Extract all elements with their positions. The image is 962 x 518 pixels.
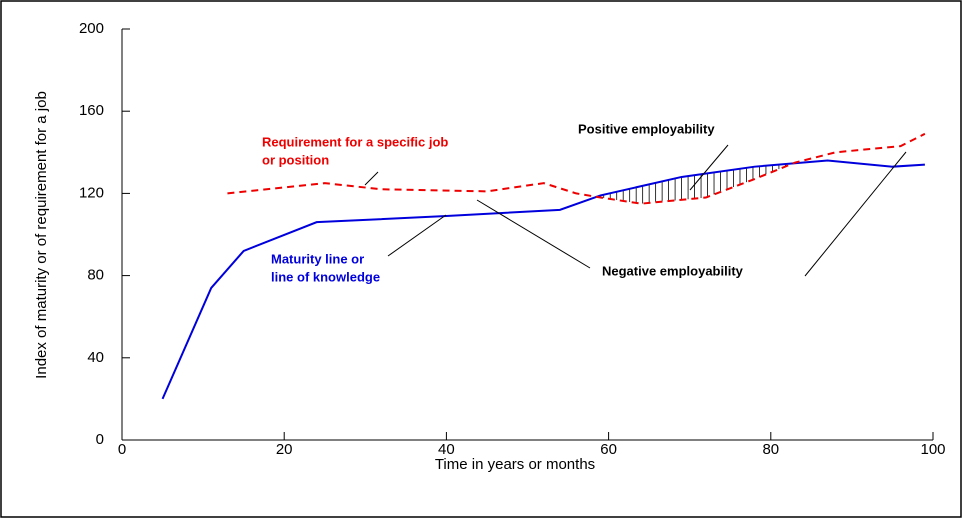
annotation: or position: [262, 152, 329, 167]
annotation: Requirement for a specific job: [262, 134, 448, 149]
x-tick-label: 80: [762, 441, 779, 458]
annotation-pointer: [387, 214, 447, 257]
y-tick-label: 160: [79, 102, 104, 119]
series-line: [161, 159, 925, 400]
x-tick-label: 40: [438, 441, 455, 458]
y-tick-label: 0: [96, 431, 104, 448]
y-tick-label: 120: [79, 184, 104, 201]
x-tick-label: 100: [920, 441, 945, 458]
annotation: Negative employability: [602, 263, 744, 278]
x-tick-label: 60: [600, 441, 617, 458]
annotation-pointer: [689, 144, 729, 191]
y-axis-label: Index of maturity or of requirement for …: [33, 91, 50, 379]
series-line: [227, 132, 926, 205]
annotation: line of knowledge: [271, 269, 380, 284]
y-tick-label: 80: [87, 267, 104, 284]
x-tick-label: 0: [118, 441, 126, 458]
x-tick-label: 20: [276, 441, 293, 458]
annotation: Maturity line or: [271, 251, 364, 266]
y-tick-label: 200: [79, 20, 104, 37]
annotation-pointer: [804, 151, 907, 277]
annotation-pointer: [476, 199, 591, 269]
y-tick-label: 40: [87, 349, 104, 366]
annotation: Positive employability: [578, 121, 715, 136]
annotation-pointer: [364, 171, 379, 186]
x-axis-label: Time in years or months: [435, 456, 595, 473]
